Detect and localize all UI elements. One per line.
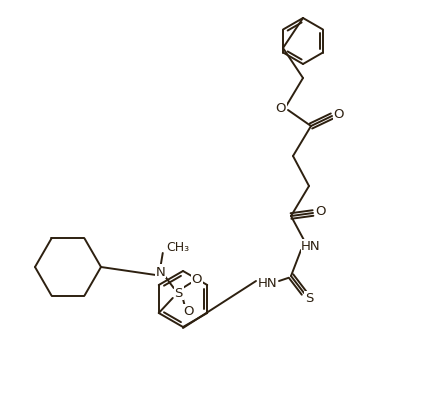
Text: O: O — [333, 108, 343, 121]
Text: O: O — [191, 273, 201, 286]
Text: S: S — [304, 292, 312, 305]
Text: HN: HN — [258, 277, 277, 290]
Text: CH₃: CH₃ — [165, 241, 188, 254]
Text: O: O — [183, 305, 193, 318]
Text: S: S — [174, 287, 182, 300]
Text: N: N — [155, 265, 165, 278]
Text: HN: HN — [300, 240, 320, 253]
Text: O: O — [275, 102, 285, 115]
Text: O: O — [315, 205, 325, 218]
